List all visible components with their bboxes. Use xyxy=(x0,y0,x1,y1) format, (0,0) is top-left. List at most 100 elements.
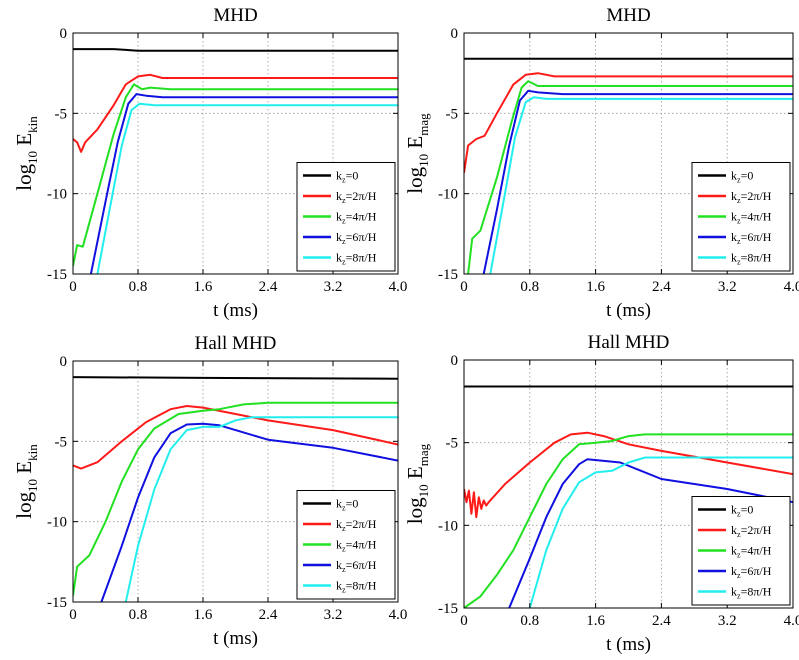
legend-label: kz=6π/H xyxy=(336,230,377,246)
chart-panel-3: 0 0.8 1.6 2.4 3.2 4.0 0 -5 -10 -15 Hall MHD t (ms) l… xyxy=(12,333,407,649)
x-tick-label: 3.2 xyxy=(324,607,343,623)
y-tick-label: -10 xyxy=(438,518,458,534)
legend-label: kz=6π/H xyxy=(731,230,772,246)
x-tick-label: 0.8 xyxy=(520,613,539,629)
series-line-kz-4 xyxy=(73,83,398,267)
x-tick-label: 4.0 xyxy=(389,607,408,623)
plot-frame xyxy=(463,359,794,609)
legend-label: kz=8π/H xyxy=(731,251,772,267)
chart-panel-2: 0 0.8 1.6 2.4 3.2 4.0 0 -5 -10 -15 MHD t (ms) log10 … xyxy=(403,5,799,321)
y-tick-label: -5 xyxy=(446,106,459,122)
chart-title: MHD xyxy=(606,5,650,26)
series-line-kz-6 xyxy=(89,93,398,274)
x-tick-label: 0 xyxy=(69,607,77,623)
series-line-kz-8 xyxy=(528,456,793,608)
y-tick-label: 0 xyxy=(60,354,68,370)
x-axis-label: t (ms) xyxy=(213,300,258,321)
series-line-kz-2 xyxy=(464,431,793,519)
plot-frame xyxy=(72,360,399,603)
x-tick-label: 3.2 xyxy=(324,279,343,295)
legend-label: kz=4π/H xyxy=(731,544,772,560)
x-tick-label: 2.4 xyxy=(259,607,278,623)
legend-label: kz=2π/H xyxy=(731,189,772,205)
legend-label: kz=2π/H xyxy=(731,523,772,539)
legend: kz=0 kz=2π/H kz=4π/H kz=6π/H kz=8π/H xyxy=(691,162,791,272)
y-tick-label: -15 xyxy=(47,595,67,611)
x-tick-label: 2.4 xyxy=(652,613,671,629)
legend-label: kz=0 xyxy=(336,497,358,513)
x-tick-label: 1.6 xyxy=(586,613,605,629)
legend-label: kz=6π/H xyxy=(336,558,377,574)
x-tick-label: 0.8 xyxy=(520,279,539,295)
y-tick-label: 0 xyxy=(60,26,68,42)
x-tick-label: 4.0 xyxy=(784,279,799,295)
x-tick-label: 0.8 xyxy=(129,607,148,623)
y-tick-label: -15 xyxy=(438,267,458,283)
series-line-kz-0 xyxy=(73,48,398,52)
series-line-kz-4 xyxy=(73,401,398,596)
chart-title: Hall MHD xyxy=(588,332,670,353)
legend: kz=0 kz=2π/H kz=4π/H kz=6π/H kz=8π/H xyxy=(296,162,396,272)
legend-label: kz=4π/H xyxy=(336,538,377,554)
x-tick-label: 2.4 xyxy=(652,279,671,295)
x-tick-label: 1.6 xyxy=(586,279,605,295)
y-tick-label: 0 xyxy=(451,353,459,369)
legend-label: kz=0 xyxy=(336,169,358,185)
x-tick-label: 3.2 xyxy=(718,279,737,295)
y-tick-label: -5 xyxy=(446,436,459,452)
y-axis-label: log10 Emag xyxy=(403,113,431,194)
x-tick-label: 3.2 xyxy=(718,613,737,629)
y-tick-label: -10 xyxy=(47,515,67,531)
legend-label: kz=8π/H xyxy=(336,251,377,267)
legend-label: kz=6π/H xyxy=(731,564,772,580)
y-tick-label: 0 xyxy=(451,26,459,42)
x-tick-label: 0 xyxy=(69,279,77,295)
legend-label: kz=0 xyxy=(731,169,753,185)
x-tick-label: 2.4 xyxy=(259,279,278,295)
series-line-kz-8 xyxy=(96,102,398,274)
y-tick-label: -15 xyxy=(47,267,67,283)
x-axis-label: t (ms) xyxy=(606,300,651,321)
y-tick-label: -5 xyxy=(55,434,68,450)
chart-panel-4: 0 0.8 1.6 2.4 3.2 4.0 0 -5 -10 -15 Hall MHD t (ms) l… xyxy=(403,332,799,655)
legend-label: kz=2π/H xyxy=(336,189,377,205)
chart-title: Hall MHD xyxy=(195,333,277,354)
series-line-kz-4 xyxy=(464,433,793,608)
y-tick-label: -10 xyxy=(47,187,67,203)
series-line-kz-4 xyxy=(467,80,793,274)
legend-label: kz=0 xyxy=(731,503,753,519)
series-line-kz-2 xyxy=(73,405,398,470)
legend: kz=0 kz=2π/H kz=4π/H kz=6π/H kz=8π/H xyxy=(296,490,396,600)
x-tick-label: 0 xyxy=(460,613,468,629)
series-line-kz-8 xyxy=(124,416,398,602)
series-line-kz-0 xyxy=(73,376,398,380)
y-axis-label: log10 Ekin xyxy=(12,116,40,191)
legend-label: kz=2π/H xyxy=(336,517,377,533)
series-line-kz-2 xyxy=(464,72,793,173)
series-line-kz-6 xyxy=(100,422,398,602)
legend-label: kz=4π/H xyxy=(336,210,377,226)
x-tick-label: 1.6 xyxy=(194,607,213,623)
x-axis-label: t (ms) xyxy=(213,628,258,649)
series-line-kz-6 xyxy=(482,89,793,274)
plot-frame xyxy=(72,32,399,275)
chart-panel-1: 0 0.8 1.6 2.4 3.2 4.0 0 -5 -10 -15 MHD t (ms) log10 … xyxy=(12,5,407,321)
chart-title: MHD xyxy=(213,5,257,26)
x-tick-label: 4.0 xyxy=(389,279,408,295)
legend-label: kz=8π/H xyxy=(336,579,377,595)
legend-label: kz=8π/H xyxy=(731,585,772,601)
plot-frame xyxy=(463,32,794,275)
legend-label: kz=4π/H xyxy=(731,210,772,226)
series-line-kz-2 xyxy=(73,73,398,153)
series-line-kz-6 xyxy=(508,458,793,608)
x-tick-label: 1.6 xyxy=(194,279,213,295)
y-tick-label: -10 xyxy=(438,187,458,203)
y-axis-label: log10 Emag xyxy=(403,443,431,524)
x-tick-label: 0 xyxy=(460,279,468,295)
x-tick-label: 0.8 xyxy=(129,279,148,295)
series-line-kz-8 xyxy=(489,96,793,274)
y-axis-label: log10 Ekin xyxy=(12,444,40,519)
x-tick-label: 4.0 xyxy=(784,613,799,629)
legend: kz=0 kz=2π/H kz=4π/H kz=6π/H kz=8π/H xyxy=(691,496,791,606)
